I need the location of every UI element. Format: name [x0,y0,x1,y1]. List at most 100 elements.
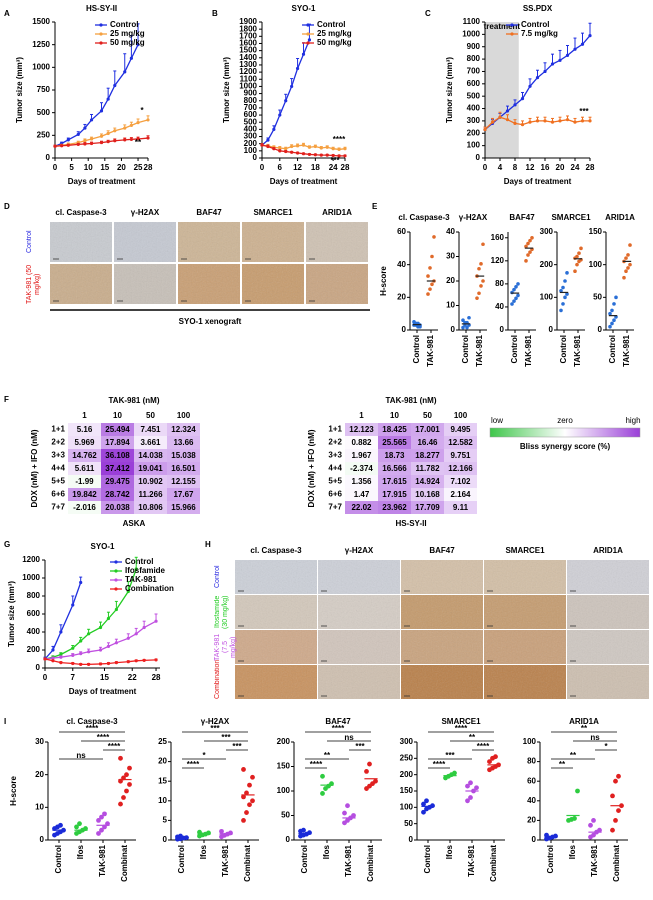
data-point [367,761,372,767]
data-point [66,138,70,142]
series-line [44,582,82,660]
heatmap-cell [345,462,378,475]
data-point [295,151,300,155]
data-point [290,150,294,154]
y-tick-label: 20 [397,292,406,301]
x-tick-label: 7 [71,673,76,682]
cell-value: 23.962 [382,503,407,512]
data-point [59,630,63,634]
data-point [99,140,104,145]
data-point [424,798,429,804]
image-texture [484,560,566,594]
heatmap-cell [68,501,101,514]
y-tick-label: 1300 [239,60,257,69]
data-point [241,767,246,772]
data-point [51,659,55,663]
data-point [124,788,129,794]
image-texture [306,264,368,304]
column-label: γ-H2AX [131,208,160,217]
data-point [197,829,202,835]
data-point [622,275,626,280]
data-point [526,241,530,246]
heatmap-cell [134,488,167,501]
y-tick-label: 150 [589,227,603,236]
y-tick-label: 0 [163,835,168,844]
data-point [628,262,632,267]
legend-label: 50 mg/kg [110,38,145,47]
data-point [106,97,110,101]
cell-value: 25.494 [105,425,130,434]
cell-value: 17.615 [382,477,407,486]
legend-marker [114,569,118,573]
row-label: Control [26,230,33,254]
heatmap-cell [444,501,477,514]
heatmap-cell [68,449,101,462]
chart-title: γ-H2AX [459,213,488,222]
y-axis-title: DOX (nM) + IFO (nM) [30,429,39,507]
legend-marker [114,560,118,564]
cell-value: 18.277 [415,451,440,460]
legend-marker [306,41,310,45]
data-point [608,324,612,329]
data-point [313,144,317,149]
data-point [124,772,129,778]
data-point [465,798,470,804]
image-texture [484,630,566,664]
legend-label: 7.5 mg/kg [521,29,558,38]
data-point [118,755,123,761]
data-point [342,810,347,816]
heatmap-caption: HS-SY-II [395,519,426,528]
cell-value: 5.611 [75,464,95,473]
data-point [106,661,111,666]
y-axis-title: H-score [9,776,18,806]
heatmap-caption: ASKA [123,519,146,528]
data-point [575,254,579,259]
data-point [290,144,294,149]
data-point [550,62,555,66]
data-point [99,827,104,833]
category-label: Combinat [243,845,252,882]
image-texture [114,264,176,304]
heatmap-cell [444,423,477,436]
row-label: 3+3 [51,451,65,460]
significance-label: ** [469,733,476,742]
data-point [331,147,335,151]
image-texture [178,222,240,262]
data-point [624,256,628,260]
data-point [241,794,246,800]
data-point [421,809,426,815]
data-point [481,279,485,283]
y-axis-title: Tumor size (mm³) [445,57,454,123]
data-point [465,325,469,330]
data-point [474,785,479,791]
data-point [575,788,580,794]
data-point [87,650,91,654]
data-point [528,250,532,254]
x-tick-label: 5 [69,163,74,172]
data-point [613,818,618,823]
y-tick-label: 300 [400,737,414,746]
x-tick-label: 0 [260,163,265,172]
data-point [59,655,63,659]
data-point [331,153,335,158]
y-tick-label: 100 [400,802,414,811]
heatmap-cell [345,449,378,462]
cell-value: 9.495 [450,425,471,434]
data-point [430,803,435,809]
data-point [307,145,312,149]
treatment-region [485,22,519,158]
significance-label: ** [135,138,142,147]
cell-value: 1.356 [351,477,372,486]
data-point [479,262,483,266]
y-tick-label: 0 [476,153,481,162]
legend-marker [114,578,118,582]
image-texture [235,595,317,629]
category-label: TAK-981 [573,334,582,366]
heatmap-cell [68,475,101,488]
y-tick-label: 1400 [239,53,257,62]
cell-value: 11.782 [415,464,440,473]
chart-title: HS-SY-II [86,4,117,13]
heatmap-cell [411,488,444,501]
y-tick-label: 200 [27,645,41,654]
cell-value: 13.66 [173,438,194,447]
